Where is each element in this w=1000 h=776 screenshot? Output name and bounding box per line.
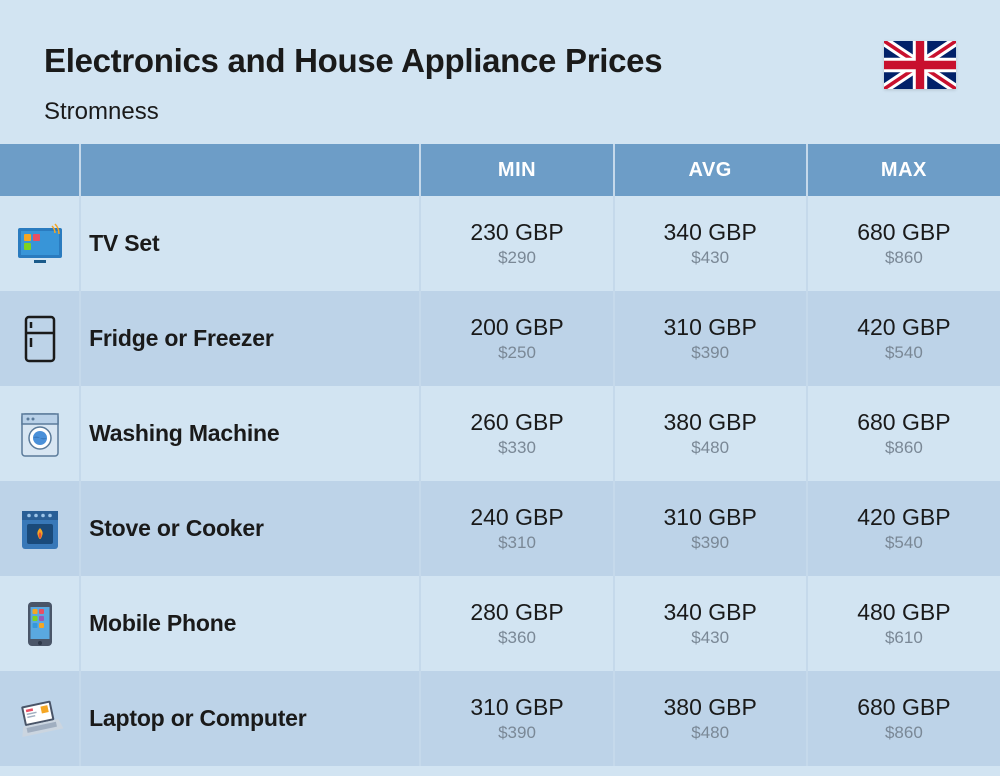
min-primary: 240 GBP (421, 504, 612, 531)
max-cell: 420 GBP$540 (807, 291, 1000, 386)
avg-cell: 380 GBP$480 (614, 671, 807, 766)
max-cell: 680 GBP$860 (807, 671, 1000, 766)
min-secondary: $390 (421, 723, 612, 743)
col-label (80, 144, 420, 196)
min-primary: 310 GBP (421, 694, 612, 721)
min-cell: 240 GBP$310 (420, 481, 613, 576)
page-title: Electronics and House Appliance Prices (44, 42, 956, 80)
avg-cell: 340 GBP$430 (614, 196, 807, 291)
max-primary: 680 GBP (808, 694, 1000, 721)
max-secondary: $540 (808, 533, 1000, 553)
avg-secondary: $480 (615, 438, 806, 458)
max-cell: 680 GBP$860 (807, 386, 1000, 481)
avg-cell: 310 GBP$390 (614, 481, 807, 576)
phone-icon (0, 576, 80, 671)
min-cell: 200 GBP$250 (420, 291, 613, 386)
price-table: MIN AVG MAX TV Set230 GBP$290340 GBP$430… (0, 144, 1000, 766)
col-avg: AVG (614, 144, 807, 196)
table-header-row: MIN AVG MAX (0, 144, 1000, 196)
max-primary: 680 GBP (808, 409, 1000, 436)
min-cell: 280 GBP$360 (420, 576, 613, 671)
avg-primary: 340 GBP (615, 599, 806, 626)
max-secondary: $860 (808, 438, 1000, 458)
row-label: TV Set (80, 196, 420, 291)
min-primary: 230 GBP (421, 219, 612, 246)
page-subtitle: Stromness (44, 98, 956, 126)
min-cell: 310 GBP$390 (420, 671, 613, 766)
header: Electronics and House Appliance Prices S… (0, 0, 1000, 144)
avg-primary: 380 GBP (615, 694, 806, 721)
max-primary: 420 GBP (808, 314, 1000, 341)
table-row: Laptop or Computer310 GBP$390380 GBP$480… (0, 671, 1000, 766)
avg-cell: 380 GBP$480 (614, 386, 807, 481)
tv-icon (0, 196, 80, 291)
min-cell: 230 GBP$290 (420, 196, 613, 291)
max-cell: 420 GBP$540 (807, 481, 1000, 576)
row-label: Mobile Phone (80, 576, 420, 671)
min-secondary: $360 (421, 628, 612, 648)
min-secondary: $250 (421, 343, 612, 363)
avg-secondary: $480 (615, 723, 806, 743)
min-primary: 280 GBP (421, 599, 612, 626)
avg-primary: 310 GBP (615, 314, 806, 341)
min-primary: 200 GBP (421, 314, 612, 341)
stove-icon (0, 481, 80, 576)
max-secondary: $860 (808, 723, 1000, 743)
avg-primary: 310 GBP (615, 504, 806, 531)
col-min: MIN (420, 144, 613, 196)
avg-secondary: $390 (615, 343, 806, 363)
avg-cell: 310 GBP$390 (614, 291, 807, 386)
col-icon (0, 144, 80, 196)
min-primary: 260 GBP (421, 409, 612, 436)
laptop-icon (0, 671, 80, 766)
avg-cell: 340 GBP$430 (614, 576, 807, 671)
max-secondary: $540 (808, 343, 1000, 363)
min-secondary: $310 (421, 533, 612, 553)
max-cell: 480 GBP$610 (807, 576, 1000, 671)
max-secondary: $860 (808, 248, 1000, 268)
min-secondary: $290 (421, 248, 612, 268)
max-primary: 420 GBP (808, 504, 1000, 531)
min-secondary: $330 (421, 438, 612, 458)
avg-secondary: $430 (615, 248, 806, 268)
row-label: Fridge or Freezer (80, 291, 420, 386)
col-max: MAX (807, 144, 1000, 196)
fridge-icon (0, 291, 80, 386)
row-label: Laptop or Computer (80, 671, 420, 766)
max-primary: 480 GBP (808, 599, 1000, 626)
table-row: Fridge or Freezer200 GBP$250310 GBP$3904… (0, 291, 1000, 386)
avg-secondary: $390 (615, 533, 806, 553)
max-cell: 680 GBP$860 (807, 196, 1000, 291)
table-row: Stove or Cooker240 GBP$310310 GBP$390420… (0, 481, 1000, 576)
row-label: Stove or Cooker (80, 481, 420, 576)
max-secondary: $610 (808, 628, 1000, 648)
page: Electronics and House Appliance Prices S… (0, 0, 1000, 766)
table-row: TV Set230 GBP$290340 GBP$430680 GBP$860 (0, 196, 1000, 291)
table-row: Mobile Phone280 GBP$360340 GBP$430480 GB… (0, 576, 1000, 671)
uk-flag-icon (884, 41, 956, 89)
table-row: Washing Machine260 GBP$330380 GBP$480680… (0, 386, 1000, 481)
avg-secondary: $430 (615, 628, 806, 648)
washer-icon (0, 386, 80, 481)
avg-primary: 340 GBP (615, 219, 806, 246)
row-label: Washing Machine (80, 386, 420, 481)
avg-primary: 380 GBP (615, 409, 806, 436)
min-cell: 260 GBP$330 (420, 386, 613, 481)
max-primary: 680 GBP (808, 219, 1000, 246)
